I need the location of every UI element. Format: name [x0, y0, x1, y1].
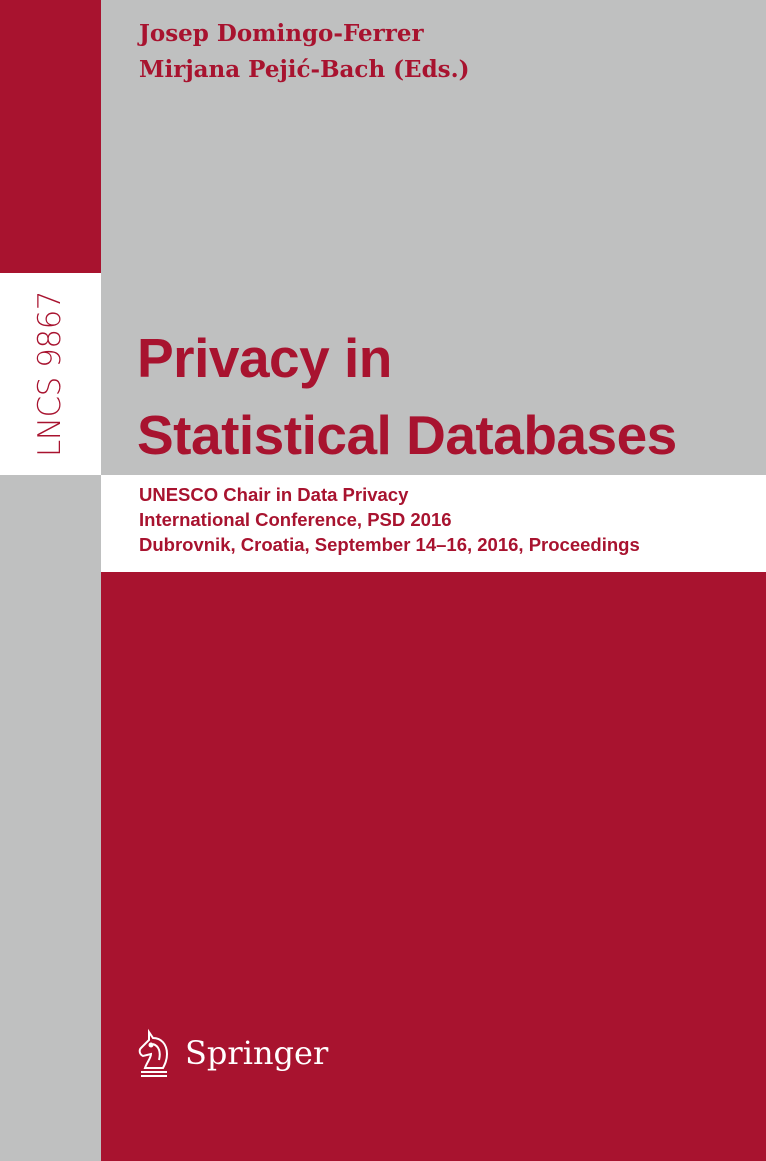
springer-horse-icon — [138, 1028, 169, 1077]
publisher-name: Springer — [185, 1034, 329, 1072]
bottom-red-panel — [101, 572, 766, 1161]
spine-white-block — [0, 273, 101, 475]
author-2: Mirjana Pejić-Bach (Eds.) — [139, 56, 470, 83]
spine-red-block — [0, 0, 101, 273]
publisher-logo: Springer — [135, 1028, 328, 1078]
author-1: Josep Domingo-Ferrer — [139, 20, 424, 47]
subtitle-line-3: Dubrovnik, Croatia, September 14–16, 201… — [139, 534, 640, 555]
top-grey-panel — [101, 0, 766, 475]
subtitle-line-1: UNESCO Chair in Data Privacy — [139, 484, 409, 505]
title-line-1: Privacy in — [137, 327, 392, 389]
subtitle-line-2: International Conference, PSD 2016 — [139, 509, 452, 530]
series-label: LNCS 9867 — [32, 290, 68, 458]
subtitle-band — [101, 475, 766, 572]
spine-grey-block — [0, 475, 101, 1161]
title-line-2: Statistical Databases — [137, 404, 677, 466]
